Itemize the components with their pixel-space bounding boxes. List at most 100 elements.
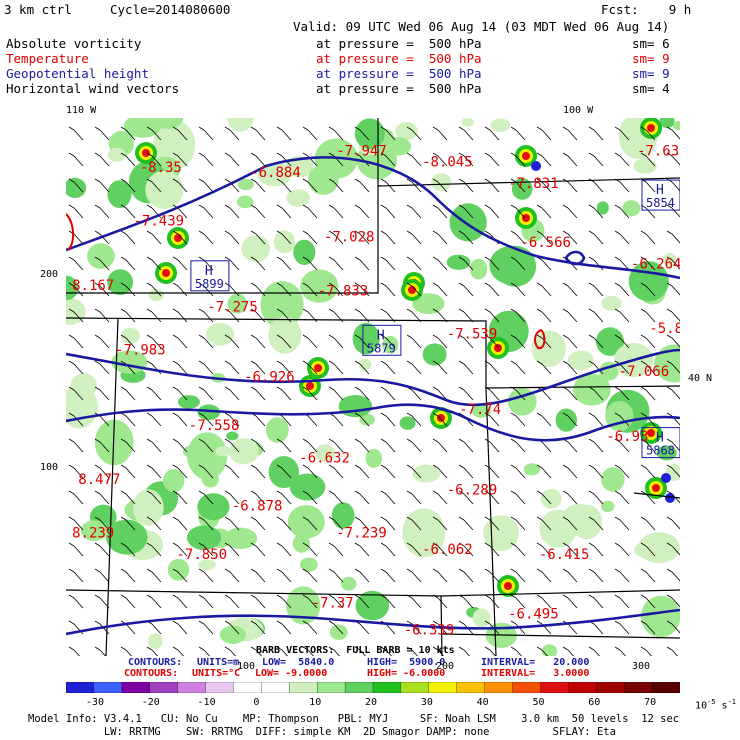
vorticity-max: [408, 286, 416, 294]
wind-barb: [666, 178, 680, 192]
vorticity-patch: [70, 373, 97, 398]
wind-barb: [94, 438, 110, 453]
wind-barb: [224, 438, 240, 453]
temperature-label: 8.239: [72, 526, 114, 542]
wind-barb: [146, 256, 162, 271]
wind-barb: [536, 360, 552, 375]
vorticity-patch: [187, 525, 222, 550]
wind-barb: [224, 126, 240, 141]
wind-barb: [432, 412, 448, 427]
vorticity-min: [661, 473, 671, 483]
wind-barb: [224, 464, 240, 479]
wind-barb: [640, 152, 656, 167]
wind-barb: [68, 568, 84, 583]
wind-barb: [120, 204, 136, 219]
wind-barb: [172, 282, 188, 297]
vorticity-max: [647, 429, 655, 437]
vorticity-patch: [412, 293, 445, 315]
wind-barb: [380, 204, 396, 219]
wind-barb: [484, 126, 500, 141]
wind-barb: [120, 594, 136, 609]
wind-barb: [276, 230, 292, 245]
wind-barb: [458, 282, 474, 297]
wind-barb: [68, 646, 80, 656]
wind-barb: [510, 282, 526, 297]
vorticity-patch: [596, 201, 609, 215]
wind-barb: [94, 334, 110, 349]
wind-barb: [640, 126, 656, 141]
wind-barb: [666, 256, 680, 270]
wind-barb: [354, 490, 370, 505]
contours-temp-label: CONTOURS:: [124, 668, 179, 679]
vorticity-patch: [469, 258, 488, 280]
wind-barb: [94, 386, 110, 401]
wind-barb: [614, 282, 630, 297]
wind-barb: [432, 178, 448, 193]
vorticity-patch: [329, 624, 348, 640]
wind-barb: [484, 438, 500, 453]
vorticity-patch: [461, 118, 475, 127]
wind-barb: [302, 438, 318, 453]
wind-barb: [172, 412, 188, 427]
vorticity-patch: [384, 137, 412, 156]
wind-barb: [380, 386, 396, 401]
wind-barb: [640, 360, 656, 375]
wind-barb: [302, 464, 318, 479]
wind-barb: [68, 178, 84, 193]
colorbar-swatch: [233, 682, 262, 693]
wind-barb: [380, 152, 396, 167]
wind-barb: [68, 308, 84, 323]
wind-barb: [614, 646, 626, 656]
wind-barb: [614, 438, 630, 453]
wind-barb: [432, 594, 448, 609]
temperature-label: -7.983: [115, 343, 166, 359]
wind-barb: [120, 282, 136, 297]
wind-barb: [198, 516, 214, 531]
wind-barb: [588, 152, 604, 167]
wind-barb: [588, 568, 604, 583]
lat-label-40n: 40 N: [688, 373, 713, 384]
y-label-100: 100: [40, 462, 59, 473]
wind-barb: [146, 568, 162, 583]
wind-barb: [250, 620, 266, 635]
wind-barb: [458, 646, 470, 656]
vorticity-patch: [123, 118, 162, 138]
wind-barb: [510, 464, 526, 479]
wind-barb: [250, 464, 266, 479]
vorticity-patch: [183, 445, 199, 458]
wind-barb: [458, 568, 474, 583]
wind-barb: [120, 386, 136, 401]
wind-barb: [640, 594, 656, 609]
wind-barb: [432, 542, 448, 557]
vorticity-patch: [227, 118, 254, 132]
contours-temp-high: HIGH= -6.0000: [367, 668, 446, 679]
wind-barb: [68, 542, 84, 557]
model-info-line2: LW: RRTMG SW: RRTMG DIFF: simple KM 2D S…: [28, 726, 616, 738]
vorticity-patch: [355, 590, 390, 621]
wind-barb: [276, 516, 292, 531]
wind-barb: [198, 620, 214, 635]
wind-barb: [276, 620, 292, 635]
wind-barb: [250, 594, 266, 609]
wind-barb: [172, 386, 188, 401]
wind-barb: [458, 126, 474, 141]
vorticity-patch: [359, 358, 372, 371]
wind-barb: [224, 308, 240, 323]
wind-barb: [640, 256, 656, 271]
x-label-300: 300: [632, 661, 651, 672]
wind-barb: [614, 308, 630, 323]
wind-barb: [510, 646, 522, 656]
wind-barb: [146, 646, 158, 656]
wind-barb: [536, 152, 552, 167]
vorticity-patch: [257, 162, 292, 187]
temperature-label: -6.495: [508, 606, 559, 622]
field-level-vorticity: at pressure = 500 hPa: [316, 36, 482, 51]
wind-barb: [406, 334, 422, 349]
wind-barb: [328, 204, 344, 219]
wind-barb: [380, 464, 396, 479]
lon-label-100w: 100 W: [563, 105, 594, 116]
wind-barb: [614, 256, 630, 271]
wind-barb: [666, 282, 680, 296]
wind-barb: [432, 438, 448, 453]
wind-barb: [250, 334, 266, 349]
